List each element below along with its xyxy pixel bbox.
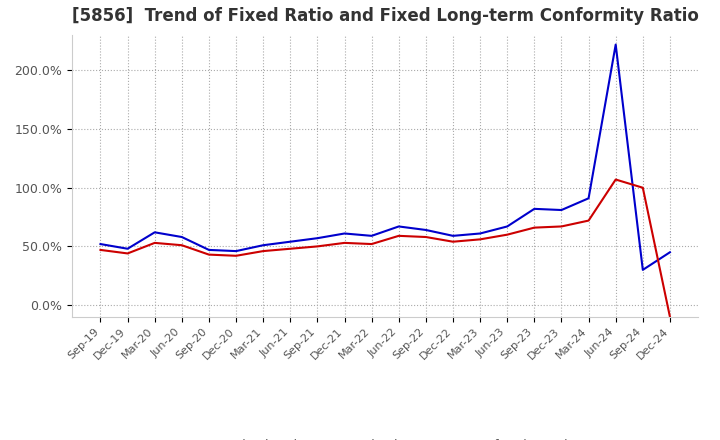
Line: Fixed Ratio: Fixed Ratio xyxy=(101,44,670,270)
Fixed Long-term Conformity Ratio xyxy=(639,185,647,191)
Fixed Long-term Conformity Ratio xyxy=(232,253,240,258)
Legend: Fixed Ratio, Fixed Long-term Conformity Ratio: Fixed Ratio, Fixed Long-term Conformity … xyxy=(190,434,580,440)
Fixed Long-term Conformity Ratio xyxy=(178,242,186,248)
Fixed Long-term Conformity Ratio xyxy=(611,177,620,182)
Fixed Ratio xyxy=(639,267,647,272)
Fixed Ratio xyxy=(313,235,322,241)
Fixed Ratio xyxy=(96,242,105,247)
Fixed Ratio xyxy=(259,242,268,248)
Fixed Long-term Conformity Ratio xyxy=(123,251,132,256)
Fixed Long-term Conformity Ratio xyxy=(96,247,105,253)
Fixed Ratio xyxy=(123,246,132,251)
Fixed Ratio xyxy=(204,247,213,253)
Fixed Long-term Conformity Ratio xyxy=(341,240,349,246)
Fixed Ratio xyxy=(232,249,240,254)
Title: [5856]  Trend of Fixed Ratio and Fixed Long-term Conformity Ratio: [5856] Trend of Fixed Ratio and Fixed Lo… xyxy=(72,7,698,26)
Fixed Ratio xyxy=(178,235,186,240)
Fixed Long-term Conformity Ratio xyxy=(367,242,376,247)
Fixed Long-term Conformity Ratio xyxy=(395,233,403,238)
Fixed Long-term Conformity Ratio xyxy=(421,235,430,240)
Fixed Long-term Conformity Ratio xyxy=(503,232,511,237)
Fixed Ratio xyxy=(367,233,376,238)
Fixed Ratio xyxy=(611,42,620,47)
Fixed Ratio xyxy=(557,207,566,213)
Fixed Ratio xyxy=(476,231,485,236)
Fixed Ratio xyxy=(421,227,430,233)
Fixed Ratio xyxy=(150,230,159,235)
Fixed Long-term Conformity Ratio xyxy=(665,314,674,319)
Fixed Ratio xyxy=(530,206,539,212)
Fixed Ratio xyxy=(395,224,403,229)
Fixed Ratio xyxy=(341,231,349,236)
Line: Fixed Long-term Conformity Ratio: Fixed Long-term Conformity Ratio xyxy=(101,180,670,317)
Fixed Long-term Conformity Ratio xyxy=(530,225,539,230)
Fixed Long-term Conformity Ratio xyxy=(476,237,485,242)
Fixed Ratio xyxy=(665,249,674,255)
Fixed Ratio xyxy=(584,196,593,201)
Fixed Long-term Conformity Ratio xyxy=(313,244,322,249)
Fixed Long-term Conformity Ratio xyxy=(557,224,566,229)
Fixed Long-term Conformity Ratio xyxy=(259,249,268,254)
Fixed Long-term Conformity Ratio xyxy=(449,239,457,244)
Fixed Long-term Conformity Ratio xyxy=(204,252,213,257)
Fixed Ratio xyxy=(286,239,294,244)
Fixed Long-term Conformity Ratio xyxy=(286,246,294,251)
Fixed Long-term Conformity Ratio xyxy=(584,218,593,223)
Fixed Ratio xyxy=(449,233,457,238)
Fixed Ratio xyxy=(503,224,511,229)
Fixed Long-term Conformity Ratio xyxy=(150,240,159,246)
